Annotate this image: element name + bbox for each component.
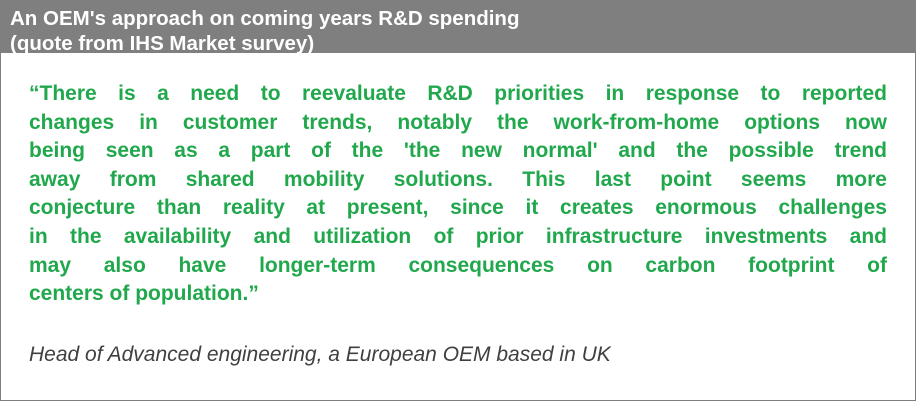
header-subtitle: (quote from IHS Market survey) xyxy=(10,32,315,55)
quote-line: conjecture than reality at present, sinc… xyxy=(29,196,887,220)
quote-line: being seen as a part of the 'the new nor… xyxy=(29,139,887,163)
quote-line: centers of population.” xyxy=(29,282,259,306)
quote-text: “There is a need to reevaluate R&D prior… xyxy=(29,80,887,309)
header-title: An OEM's approach on coming years R&D sp… xyxy=(10,7,520,30)
header-bar: An OEM's approach on coming years R&D sp… xyxy=(1,1,915,55)
quote-line: in the availability and utilization of p… xyxy=(29,224,887,248)
quote-line: away from shared mobility solutions. Thi… xyxy=(29,167,887,191)
quote-line: changes in customer trends, notably the … xyxy=(29,110,887,134)
quote-line: may also have longer-term consequences o… xyxy=(29,253,887,277)
quote-attribution: Head of Advanced engineering, a European… xyxy=(29,343,611,366)
quote-line: “There is a need to reevaluate R&D prior… xyxy=(29,82,887,105)
